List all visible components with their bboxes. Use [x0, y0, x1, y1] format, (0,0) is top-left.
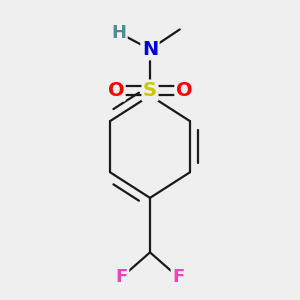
Text: F: F: [172, 268, 184, 286]
Text: O: O: [107, 81, 124, 100]
Text: O: O: [176, 81, 193, 100]
Text: F: F: [116, 268, 128, 286]
Text: H: H: [111, 24, 126, 42]
Text: S: S: [143, 81, 157, 100]
Text: N: N: [142, 40, 158, 59]
